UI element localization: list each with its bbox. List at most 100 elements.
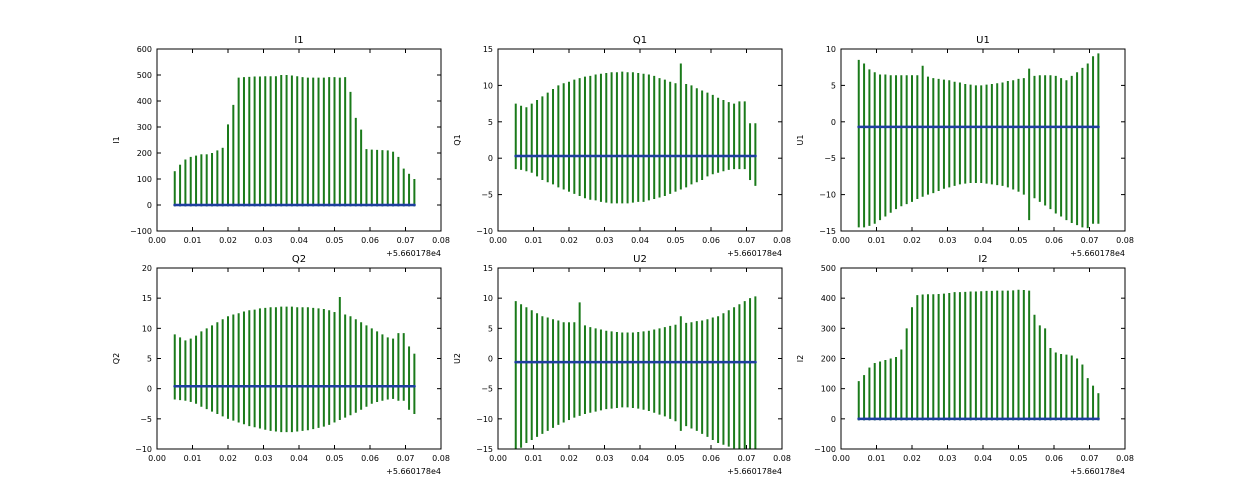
y-tick-label: 10 — [483, 294, 493, 303]
data-point — [1075, 417, 1079, 421]
data-point — [1054, 125, 1058, 129]
data-point — [722, 154, 725, 158]
y-tick-label: −15 — [819, 227, 836, 236]
data-point — [525, 360, 528, 364]
data-point — [546, 360, 550, 364]
x-tick-label: 0.07 — [1081, 236, 1099, 245]
data-point — [322, 384, 326, 388]
data-point — [402, 203, 406, 207]
data-point — [894, 125, 898, 129]
data-point — [375, 203, 379, 207]
x-tick-label: 0.03 — [939, 236, 957, 245]
data-point — [931, 417, 935, 421]
data-point — [210, 384, 214, 388]
data-point — [535, 360, 539, 364]
data-point — [727, 154, 731, 158]
data-point — [711, 360, 715, 364]
x-tick-label: 0.05 — [326, 454, 344, 463]
data-point — [905, 417, 909, 421]
data-point — [381, 384, 384, 388]
data-point — [221, 203, 225, 207]
y-tick-label: 0 — [488, 154, 493, 163]
plot-area — [173, 296, 416, 433]
y-tick-label: 100 — [821, 385, 836, 394]
data-point — [551, 154, 555, 158]
data-point — [189, 203, 193, 207]
data-point — [269, 384, 272, 388]
data-point — [990, 125, 994, 129]
x-tick-label: 0.03 — [939, 454, 957, 463]
data-point — [412, 384, 416, 388]
subplot-title: Q1 — [633, 35, 647, 46]
data-point — [386, 384, 390, 388]
x-tick-label: 0.07 — [738, 454, 756, 463]
plot-area — [514, 63, 757, 204]
data-point — [1091, 125, 1095, 129]
data-point — [221, 384, 225, 388]
data-point — [567, 154, 571, 158]
y-tick-label: 20 — [142, 264, 152, 273]
data-point — [620, 154, 624, 158]
x-tick-label: 0.02 — [219, 236, 237, 245]
y-tick-label: −10 — [135, 445, 152, 454]
data-point — [285, 203, 288, 207]
data-point — [910, 125, 914, 129]
data-point — [322, 203, 326, 207]
plot-area — [514, 296, 757, 449]
data-point — [883, 125, 887, 129]
data-point — [290, 384, 294, 388]
data-point — [868, 125, 871, 129]
data-point — [407, 203, 411, 207]
subplot-title: U1 — [976, 35, 990, 46]
data-point — [743, 360, 747, 364]
x-tick-label: 0.00 — [489, 454, 507, 463]
data-point — [894, 417, 898, 421]
data-point — [722, 360, 725, 364]
data-point — [556, 154, 560, 158]
x-tick-label: 0.03 — [596, 454, 614, 463]
y-tick-label: 15 — [483, 45, 493, 54]
data-point — [878, 417, 882, 421]
x-tick-label: 0.01 — [868, 454, 886, 463]
data-point — [1091, 417, 1095, 421]
x-tick-label: 0.07 — [1081, 454, 1099, 463]
data-point — [1017, 417, 1020, 421]
data-point — [519, 360, 523, 364]
data-point — [663, 154, 667, 158]
data-point — [530, 360, 534, 364]
data-point — [349, 384, 352, 388]
data-point — [695, 360, 699, 364]
data-point — [743, 154, 747, 158]
data-point — [716, 360, 720, 364]
data-point — [974, 125, 978, 129]
data-point — [1086, 417, 1090, 421]
x-tick-label: 0.06 — [361, 236, 379, 245]
data-point — [953, 125, 956, 129]
data-point — [873, 125, 877, 129]
data-point — [652, 154, 656, 158]
y-tick-label: 10 — [826, 45, 836, 54]
data-point — [306, 384, 310, 388]
data-point — [979, 417, 983, 421]
x-tick-label: 0.04 — [631, 236, 649, 245]
data-point — [716, 154, 720, 158]
data-point — [514, 360, 518, 364]
y-tick-label: −10 — [476, 415, 493, 424]
data-point — [711, 154, 715, 158]
x-tick-label: 0.05 — [667, 236, 685, 245]
data-point — [184, 384, 187, 388]
data-point — [706, 154, 709, 158]
x-offset-label: +5.660178e4 — [727, 249, 782, 258]
data-point — [178, 384, 182, 388]
data-point — [397, 384, 400, 388]
data-point — [889, 417, 893, 421]
data-point — [578, 360, 582, 364]
x-tick-label: 0.08 — [773, 236, 791, 245]
data-point — [684, 360, 688, 364]
data-point — [519, 154, 523, 158]
data-point — [562, 154, 566, 158]
data-point — [279, 384, 283, 388]
data-point — [626, 360, 629, 364]
data-point — [215, 203, 219, 207]
